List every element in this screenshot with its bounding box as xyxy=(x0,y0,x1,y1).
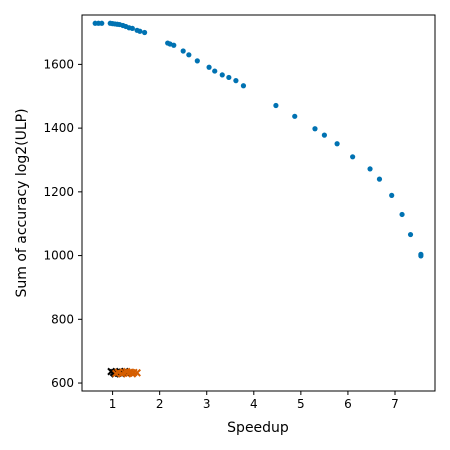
data-point xyxy=(129,25,135,31)
data-point xyxy=(240,83,247,89)
data-point xyxy=(219,72,225,78)
y-tick-label: 1200 xyxy=(43,185,74,199)
data-point xyxy=(137,28,143,34)
y-tick-label: 600 xyxy=(51,376,74,390)
data-point xyxy=(312,126,318,132)
data-point xyxy=(376,176,383,182)
data-point xyxy=(399,211,405,218)
data-point xyxy=(292,113,298,119)
data-point xyxy=(334,141,340,147)
y-tick-label: 1000 xyxy=(43,249,74,263)
x-tick-label: 2 xyxy=(156,397,164,411)
data-point xyxy=(171,42,177,48)
y-tick-label: 1600 xyxy=(43,57,74,71)
data-point xyxy=(389,192,395,198)
x-tick-label: 3 xyxy=(203,397,211,411)
data-point xyxy=(194,58,200,64)
data-points xyxy=(92,20,424,378)
data-point xyxy=(407,231,414,238)
data-point xyxy=(206,64,212,70)
data-point xyxy=(212,68,218,74)
data-point xyxy=(321,132,327,138)
x-tick-label: 7 xyxy=(391,397,399,411)
data-point xyxy=(141,29,148,36)
x-axis-title: Speedup xyxy=(227,420,289,436)
x-tick-label: 6 xyxy=(344,397,352,411)
plot-frame xyxy=(81,14,436,392)
data-point xyxy=(133,368,141,377)
data-point xyxy=(186,52,192,58)
data-point xyxy=(226,74,232,81)
data-point xyxy=(418,253,424,259)
x-tick-label: 5 xyxy=(297,397,305,411)
y-tick-label: 800 xyxy=(51,312,74,326)
y-axis-title: Sum of accuracy log2(ULP) xyxy=(14,108,30,297)
data-point xyxy=(99,20,105,26)
data-point xyxy=(180,48,186,54)
x-tick-label: 4 xyxy=(250,397,258,411)
data-point xyxy=(350,154,356,160)
data-point xyxy=(367,166,373,172)
data-point xyxy=(233,78,239,84)
y-tick-label: 1400 xyxy=(43,121,74,135)
axis-ticks: 1 2 3 4 5 6 7 600 800 1000 1200 1400 1600 xyxy=(43,57,398,411)
x-tick-label: 1 xyxy=(109,397,117,411)
data-point xyxy=(273,102,279,109)
